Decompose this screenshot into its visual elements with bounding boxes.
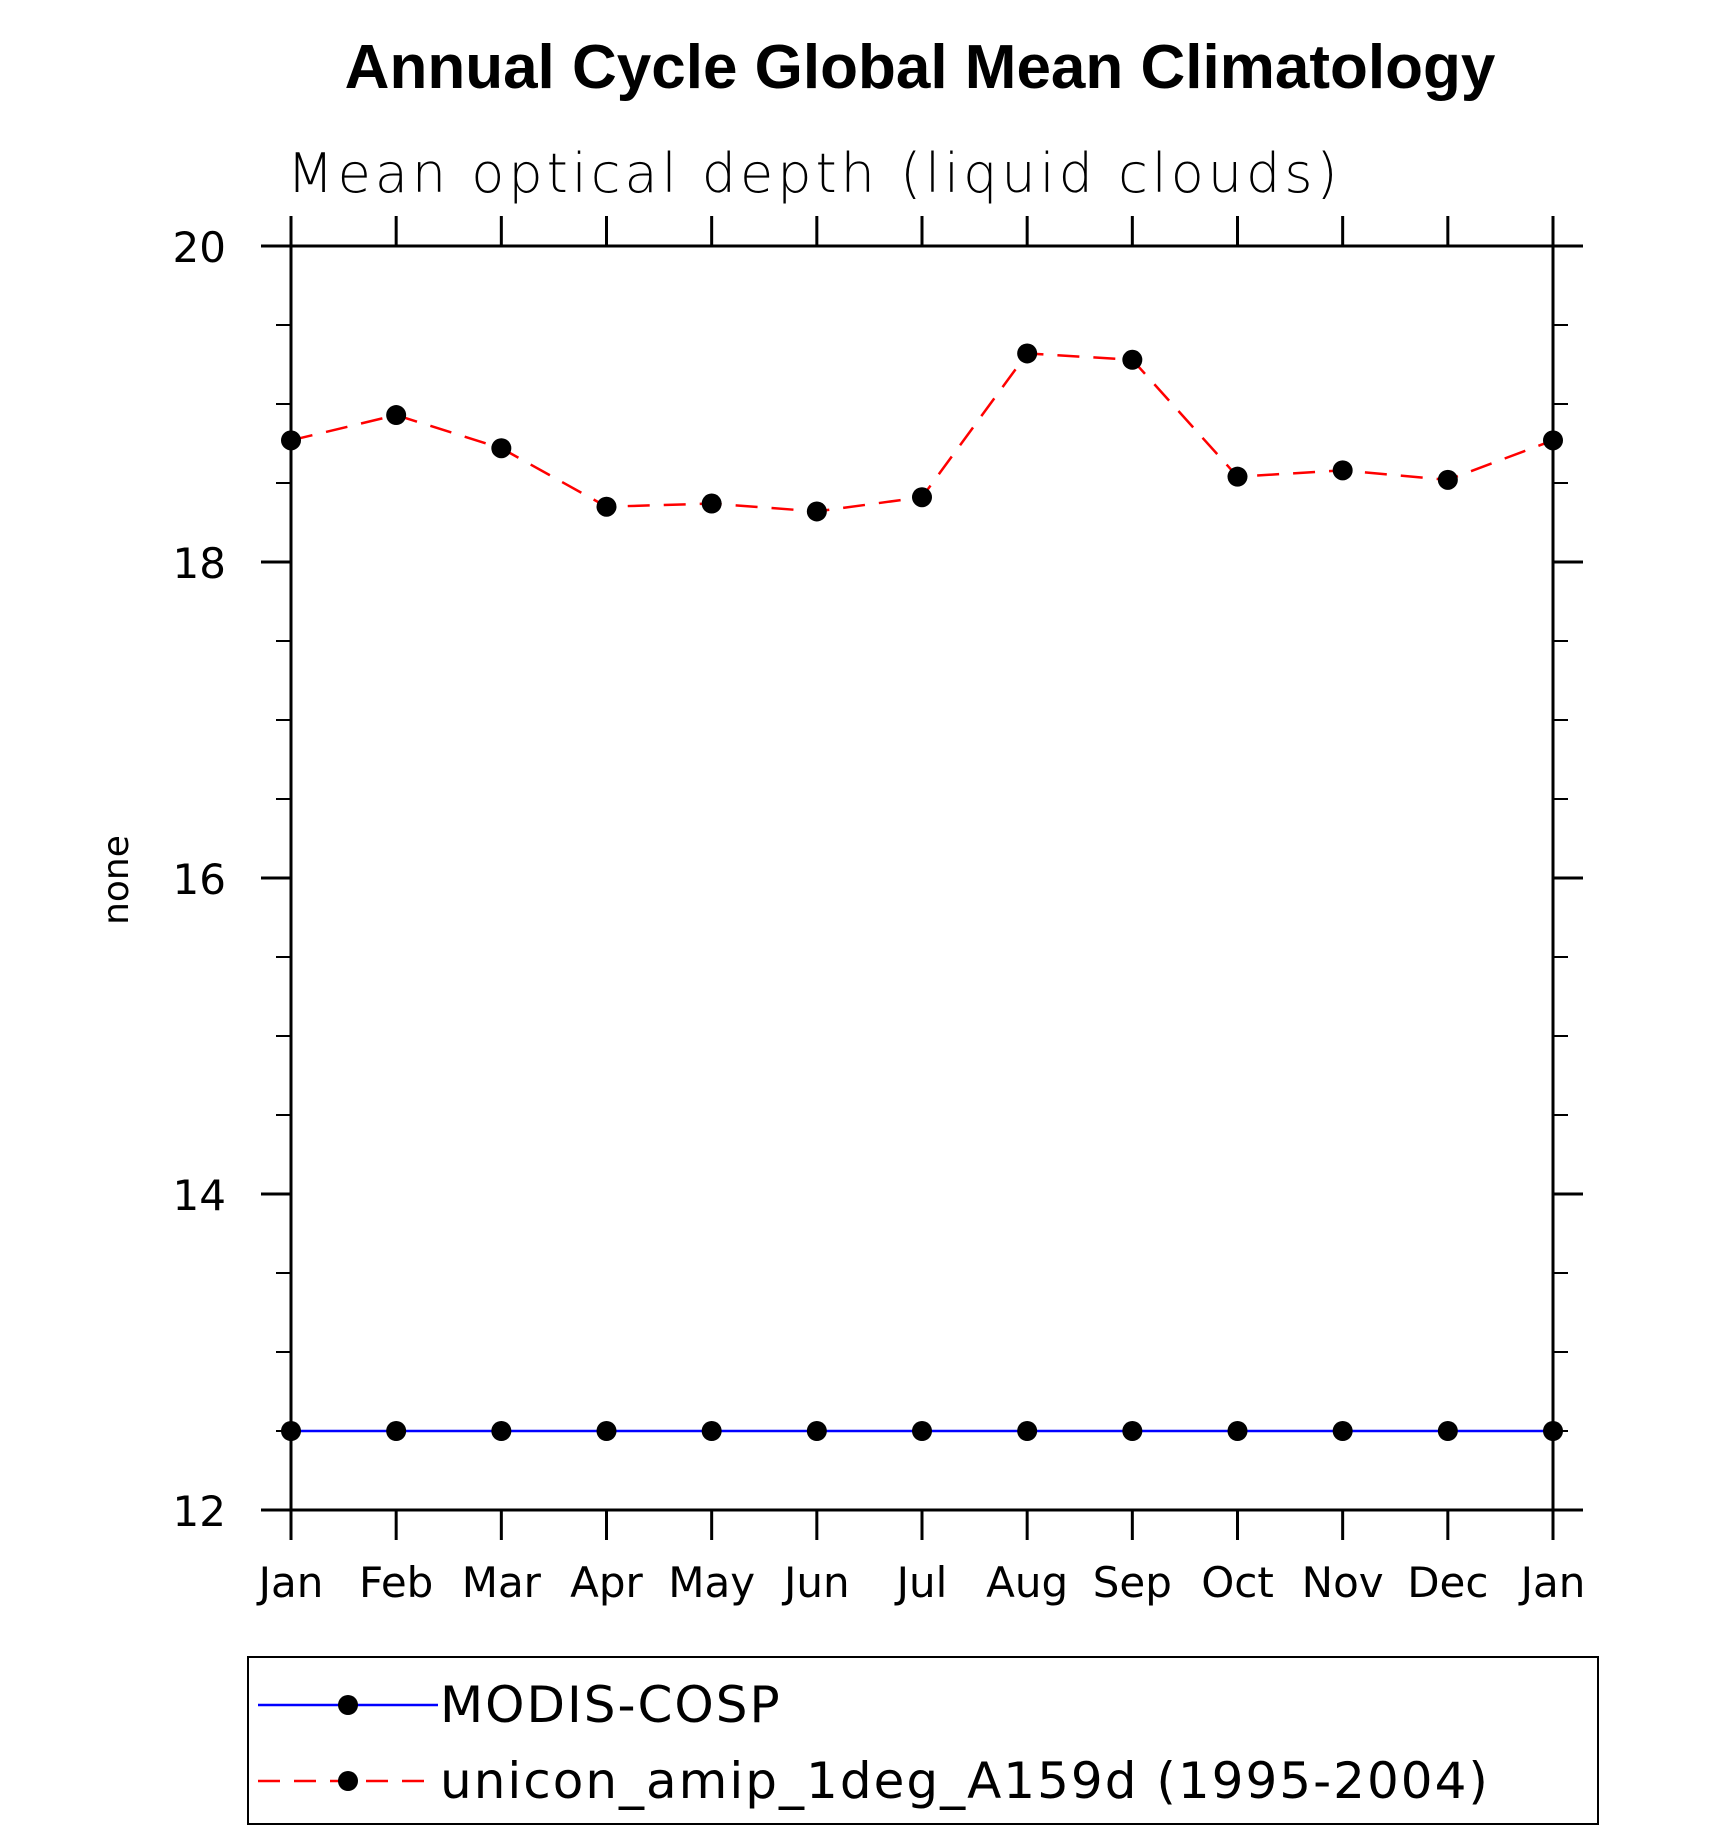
x-tick-label: Jul [894, 1558, 948, 1607]
x-tick-label: Mar [462, 1558, 542, 1607]
data-point [1332, 460, 1353, 481]
x-tick-label: Aug [986, 1558, 1068, 1607]
data-point [1437, 469, 1458, 490]
x-tick-label: Jan [256, 1558, 324, 1607]
series-layer [281, 343, 1563, 1441]
y-tick-label: 18 [173, 539, 226, 588]
legend-marker-unicon [338, 1771, 358, 1791]
y-axis-label: none [96, 835, 137, 925]
x-tick-label: Jun [781, 1558, 850, 1607]
chart-title: Annual Cycle Global Mean Climatology [345, 33, 1496, 102]
legend-label-unicon: unicon_amip_1deg_A159d (1995-2004) [440, 1752, 1490, 1810]
x-tick-label: Apr [570, 1558, 643, 1607]
data-point [1543, 430, 1563, 451]
x-tick-label: Jan [1518, 1558, 1586, 1607]
data-point [806, 1421, 827, 1441]
x-tick-label: Dec [1407, 1558, 1488, 1607]
data-point [386, 1421, 407, 1441]
data-point [1122, 1421, 1143, 1441]
chart-subtitle: Mean optical depth (liquid clouds) [287, 142, 1342, 205]
data-point [1332, 1421, 1353, 1441]
data-point [1017, 1421, 1038, 1441]
data-point [386, 405, 407, 426]
data-point [1543, 1421, 1563, 1441]
x-tick-label: May [668, 1558, 755, 1607]
data-point [1122, 349, 1143, 370]
legend-label-modis: MODIS-COSP [440, 1676, 782, 1734]
y-tick-label: 20 [173, 223, 226, 272]
data-point [281, 1421, 301, 1441]
data-point [596, 1421, 617, 1441]
data-point [701, 1421, 722, 1441]
data-point [701, 493, 722, 514]
data-point [1017, 343, 1038, 364]
data-point [281, 430, 301, 451]
plot-frame [289, 244, 1555, 1512]
y-tick-label: 12 [173, 1487, 226, 1536]
legend-marker-modis [338, 1695, 358, 1715]
data-point [1227, 1421, 1248, 1441]
x-tick-label: Oct [1201, 1558, 1274, 1607]
x-tick-label: Nov [1302, 1558, 1384, 1607]
data-point [596, 496, 617, 517]
data-point [491, 438, 512, 459]
x-tick-label: Sep [1093, 1558, 1172, 1607]
y-tick-label: 14 [173, 1171, 226, 1220]
axes: Jan Feb Mar Apr May Jun Jul Aug Sep Oct Nov Dec Jan 1… [173, 216, 1586, 1607]
data-point [1437, 1421, 1458, 1441]
data-point [912, 487, 932, 508]
legend-box [247, 1656, 1599, 1825]
y-tick-label: 16 [173, 855, 226, 904]
data-point [491, 1421, 512, 1441]
legend: MODIS-COSP unicon_amip_1deg_A159d (1995-… [247, 1656, 1599, 1825]
x-tick-label: Feb [359, 1558, 433, 1607]
data-point [912, 1421, 932, 1441]
data-point [1227, 466, 1248, 487]
data-point [806, 501, 827, 522]
